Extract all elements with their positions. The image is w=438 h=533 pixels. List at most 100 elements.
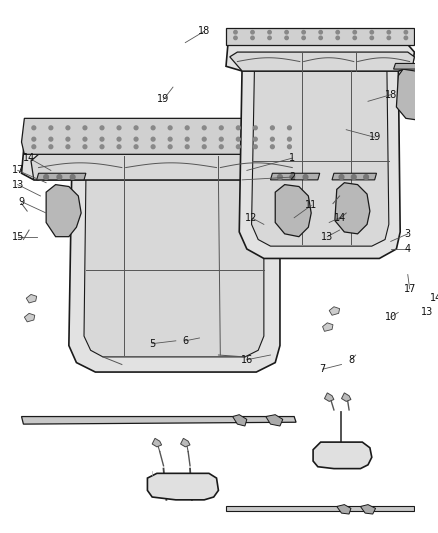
Circle shape <box>202 138 206 141</box>
Polygon shape <box>329 306 339 315</box>
Circle shape <box>237 126 240 130</box>
Circle shape <box>168 126 172 130</box>
Circle shape <box>254 126 257 130</box>
Polygon shape <box>266 415 283 426</box>
Polygon shape <box>313 442 372 469</box>
Circle shape <box>83 126 87 130</box>
Text: 13: 13 <box>12 180 24 190</box>
Text: 4: 4 <box>405 244 411 254</box>
Polygon shape <box>69 167 280 372</box>
Circle shape <box>302 36 305 39</box>
Polygon shape <box>152 438 162 447</box>
Text: 18: 18 <box>198 26 210 36</box>
Polygon shape <box>432 449 438 457</box>
Circle shape <box>268 36 271 39</box>
Circle shape <box>168 145 172 149</box>
Text: 14: 14 <box>430 293 438 303</box>
Polygon shape <box>332 173 377 180</box>
Polygon shape <box>226 28 414 45</box>
Circle shape <box>83 138 87 141</box>
Circle shape <box>287 126 291 130</box>
Text: 12: 12 <box>245 213 258 223</box>
Circle shape <box>219 138 223 141</box>
Circle shape <box>254 145 257 149</box>
Circle shape <box>57 175 62 180</box>
Circle shape <box>117 138 121 141</box>
Polygon shape <box>25 313 35 322</box>
Circle shape <box>285 30 288 34</box>
Polygon shape <box>337 505 351 514</box>
Circle shape <box>100 145 104 149</box>
Circle shape <box>237 145 240 149</box>
Circle shape <box>370 30 374 34</box>
Circle shape <box>185 138 189 141</box>
Circle shape <box>290 175 295 180</box>
Text: 19: 19 <box>368 132 381 142</box>
Circle shape <box>319 36 322 39</box>
Polygon shape <box>335 183 370 234</box>
Circle shape <box>268 30 271 34</box>
Circle shape <box>271 126 274 130</box>
Text: 1: 1 <box>289 153 295 163</box>
Circle shape <box>364 175 368 180</box>
Circle shape <box>387 36 391 39</box>
Text: 17: 17 <box>11 165 24 175</box>
Polygon shape <box>230 52 414 71</box>
Polygon shape <box>394 63 436 69</box>
Polygon shape <box>239 59 400 259</box>
Circle shape <box>219 145 223 149</box>
Circle shape <box>134 138 138 141</box>
Circle shape <box>134 145 138 149</box>
Polygon shape <box>271 173 320 180</box>
Circle shape <box>100 138 104 141</box>
Polygon shape <box>342 393 351 401</box>
Circle shape <box>351 175 356 180</box>
Circle shape <box>287 145 291 149</box>
Circle shape <box>254 138 257 141</box>
Text: 15: 15 <box>11 232 24 241</box>
Circle shape <box>339 175 344 180</box>
Text: 11: 11 <box>305 200 317 211</box>
Circle shape <box>234 30 237 34</box>
Circle shape <box>287 138 291 141</box>
Text: 5: 5 <box>149 338 155 349</box>
Text: 14: 14 <box>333 213 346 223</box>
Polygon shape <box>226 45 414 71</box>
Polygon shape <box>21 417 296 424</box>
Circle shape <box>234 36 237 39</box>
Circle shape <box>302 30 305 34</box>
Polygon shape <box>84 173 264 357</box>
Circle shape <box>353 30 357 34</box>
Polygon shape <box>360 505 375 514</box>
Circle shape <box>319 30 322 34</box>
Circle shape <box>237 138 240 141</box>
Polygon shape <box>37 173 86 180</box>
Circle shape <box>336 30 339 34</box>
Polygon shape <box>26 294 37 303</box>
Circle shape <box>32 126 36 130</box>
Polygon shape <box>322 323 333 332</box>
Circle shape <box>285 36 288 39</box>
Circle shape <box>44 175 49 180</box>
Circle shape <box>134 126 138 130</box>
Polygon shape <box>148 473 219 500</box>
Circle shape <box>271 138 274 141</box>
Polygon shape <box>325 393 334 401</box>
Circle shape <box>370 36 374 39</box>
Circle shape <box>151 138 155 141</box>
Text: 6: 6 <box>182 336 188 346</box>
Circle shape <box>70 175 75 180</box>
Circle shape <box>251 30 254 34</box>
Polygon shape <box>46 184 81 237</box>
Polygon shape <box>430 433 438 441</box>
Circle shape <box>32 145 36 149</box>
Circle shape <box>83 145 87 149</box>
Polygon shape <box>180 438 190 447</box>
Circle shape <box>185 145 189 149</box>
Circle shape <box>353 36 357 39</box>
Text: 8: 8 <box>348 355 354 365</box>
Polygon shape <box>275 184 311 237</box>
Circle shape <box>151 126 155 130</box>
Circle shape <box>185 126 189 130</box>
Polygon shape <box>251 64 389 246</box>
